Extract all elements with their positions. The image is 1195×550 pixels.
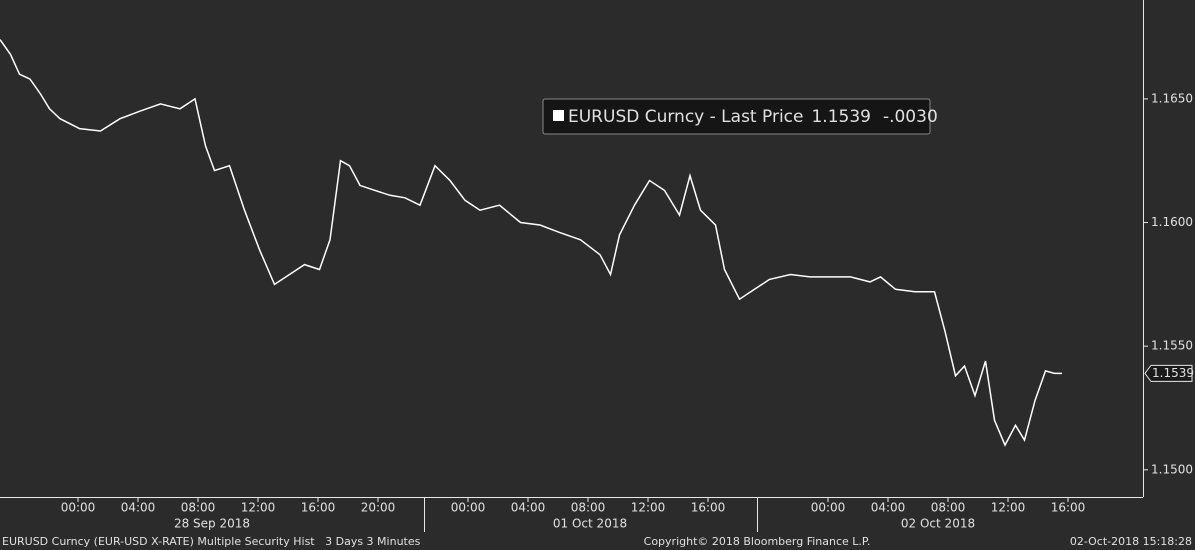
legend-change: -.0030 <box>883 107 938 127</box>
x-tick-label: 00:00 <box>811 501 846 515</box>
x-tick-label: 12:00 <box>241 501 276 515</box>
x-tick-label: 08:00 <box>181 501 216 515</box>
y-tick-label: 1.1650 <box>1151 91 1193 105</box>
y-tick-label: 1.1600 <box>1151 215 1193 229</box>
date-label: 28 Sep 2018 <box>174 517 250 531</box>
legend-box <box>542 98 931 135</box>
x-tick-label: 20:00 <box>361 501 396 515</box>
x-tick-label: 04:00 <box>121 501 156 515</box>
legend: EURUSD Curncy - Last Price 1.1539 -.0030 <box>542 98 938 135</box>
x-tick-label: 00:00 <box>451 501 486 515</box>
x-tick-label: 16:00 <box>1051 501 1086 515</box>
x-tick-label: 08:00 <box>931 501 966 515</box>
last-price-tag <box>1144 364 1193 382</box>
x-tick-label: 16:00 <box>301 501 336 515</box>
legend-swatch <box>553 110 564 121</box>
x-tick-label: 08:00 <box>571 501 606 515</box>
date-label: 02 Oct 2018 <box>901 517 975 531</box>
x-tick-label: 04:00 <box>511 501 546 515</box>
footer-timestamp: 02-Oct-2018 15:18:28 <box>1070 535 1192 548</box>
price-line <box>0 39 1062 447</box>
legend-last-price: 1.1539 <box>811 107 870 127</box>
x-tick-label: 12:00 <box>991 501 1026 515</box>
legend-text: EURUSD Curncy - Last Price 1.1539 -.0030 <box>568 107 938 127</box>
x-tick-label: 12:00 <box>631 501 666 515</box>
x-tick-label: 00:00 <box>61 501 96 515</box>
y-tick-label: 1.1550 <box>1151 339 1193 353</box>
last-price-label: 1.1539 <box>1152 366 1194 380</box>
x-tick-label: 04:00 <box>871 501 906 515</box>
footer-copyright: Copyright© 2018 Bloomberg Finance L.P. <box>644 535 871 548</box>
footer-description: EURUSD Curncy (EUR-USD X-RATE) Multiple … <box>2 535 421 548</box>
y-tick-label: 1.1500 <box>1151 462 1193 476</box>
legend-series: EURUSD Curncy - Last Price <box>568 107 803 127</box>
x-tick-label: 16:00 <box>691 501 726 515</box>
date-label: 01 Oct 2018 <box>553 517 627 531</box>
